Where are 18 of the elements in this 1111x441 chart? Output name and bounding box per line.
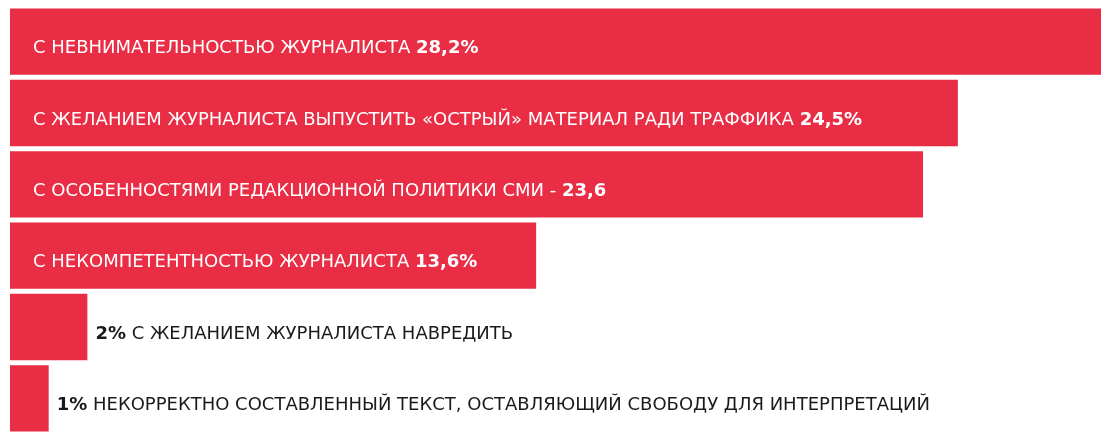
bar xyxy=(10,365,49,432)
y-tick-label: С ОСОБЕННОСТЯМИ РЕДАКЦИОННОЙ ПОЛИТИКИ СМИ - xyxy=(33,179,557,201)
bar xyxy=(10,151,924,218)
y-tick-label: С НЕВНИМАТЕЛЬНОСТЬЮ ЖУРНАЛИСТА xyxy=(33,36,412,58)
data-label: 2% xyxy=(95,321,126,343)
data-label: 24,5% xyxy=(799,107,863,129)
bar xyxy=(10,8,1101,75)
bar xyxy=(10,293,88,361)
data-label: 1% xyxy=(56,393,88,415)
y-tick-label: НЕКОРРЕКТНО СОСТАВЛЕННЫЙ ТЕКСТ, ОСТАВЛЯЮЩИЙ СВОБОДУ ДЛЯ ИНТЕРПРЕТАЦИЙ xyxy=(92,393,930,415)
bar xyxy=(10,79,958,147)
y-tick-label: С ЖЕЛАНИЕМ ЖУРНАЛИСТА ВЫПУСТИТЬ «ОСТРЫЙ» МАТЕРИАЛ РАДИ ТРАФФИКА xyxy=(33,107,795,129)
data-label: 13,6% xyxy=(414,250,478,272)
data-label: 28,2% xyxy=(416,36,479,58)
y-tick-label: С НЕКОМПЕТЕНТНОСТЬЮ ЖУРНАЛИСТА xyxy=(33,250,410,272)
bar xyxy=(10,222,537,289)
y-tick-label: С ЖЕЛАНИЕМ ЖУРНАЛИСТА НАВРЕДИТЬ xyxy=(131,321,514,343)
data-label: 23,6 xyxy=(561,179,607,201)
